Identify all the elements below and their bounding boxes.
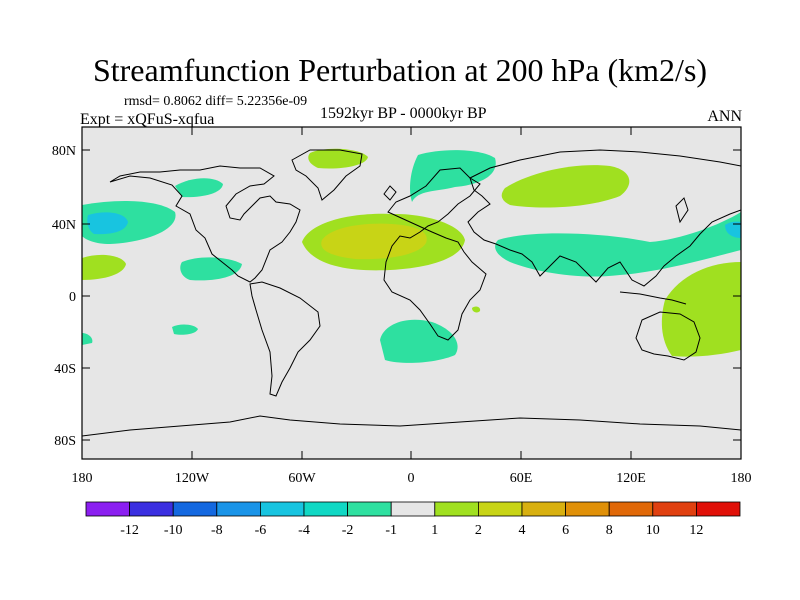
experiment-label: Expt = xQFuS-xqfua <box>80 111 215 128</box>
colorbar-label: 1 <box>431 523 438 538</box>
stats-label: rmsd= 0.8062 diff= 5.22356e-09 <box>124 94 308 109</box>
field-greenland <box>308 148 368 169</box>
field-australia <box>661 262 741 357</box>
field-n-atlantic-core <box>321 223 427 260</box>
field-e-pacific <box>82 254 126 280</box>
colorbar-swatch <box>216 501 261 517</box>
colorbar-swatch <box>390 501 436 517</box>
colorbar-swatch <box>434 501 479 517</box>
lat-label: 80S <box>54 434 76 449</box>
lat-label: 40N <box>52 218 76 233</box>
lat-labels: 80N 40N 0 40S 80S <box>52 144 76 449</box>
colorbar-label: 6 <box>562 523 569 538</box>
plot-title: Streamfunction Perturbation at 200 hPa (… <box>92 52 708 88</box>
lon-label: 60E <box>510 471 533 486</box>
lat-ticks <box>82 149 741 441</box>
colorbar-label: -10 <box>164 523 183 538</box>
field-scandinavia <box>410 150 496 202</box>
lon-label: 0 <box>408 471 415 486</box>
colorbar <box>85 501 741 517</box>
colorbar-swatch <box>85 501 130 517</box>
lon-ticks <box>191 127 632 459</box>
field-s-pacific <box>172 324 198 335</box>
colorbar-label: -12 <box>120 523 139 538</box>
lon-label: 180 <box>731 471 752 486</box>
colorbar-label: -2 <box>342 523 354 538</box>
colorbar-label: 8 <box>606 523 613 538</box>
perturbation-fields <box>82 148 741 437</box>
field-central-asia <box>501 165 630 208</box>
lat-label: 80N <box>52 144 76 159</box>
colorbar-swatch <box>608 501 654 517</box>
colorbar-swatch <box>652 501 697 517</box>
colorbar-swatch <box>259 501 305 517</box>
lon-label: 180 <box>72 471 93 486</box>
lon-label: 120E <box>616 471 646 486</box>
colorbar-label: -6 <box>255 523 267 538</box>
season-label: ANN <box>707 108 742 125</box>
lat-label: 0 <box>69 290 76 305</box>
colorbar-swatch <box>172 501 218 517</box>
field-s-pacific-edge <box>82 333 93 345</box>
colorbar-swatch <box>347 501 392 517</box>
field-canada <box>175 178 223 198</box>
field-w-pacific-core <box>725 221 741 238</box>
colorbar-swatch <box>521 501 566 517</box>
lon-label: 120W <box>175 471 210 486</box>
colorbar-label: -4 <box>298 523 310 538</box>
period-label: 1592kyr BP - 0000kyr BP <box>320 105 487 122</box>
colorbar-labels: -12 -10 -8 -6 -4 -2 -1 1 2 4 6 8 10 12 <box>120 523 703 538</box>
colorbar-swatch <box>303 501 348 517</box>
lat-label: 40S <box>54 362 76 377</box>
colorbar-swatch <box>565 501 610 517</box>
field-s-atlantic <box>380 319 458 363</box>
colorbar-label: -8 <box>211 523 223 538</box>
colorbar-label: -1 <box>385 523 397 538</box>
field-n-pacific-core <box>87 212 128 235</box>
colorbar-swatch <box>477 501 523 517</box>
colorbar-label: 4 <box>519 523 526 538</box>
colorbar-swatch <box>696 501 741 517</box>
colorbar-swatch <box>129 501 174 517</box>
coastlines <box>82 149 741 437</box>
colorbar-label: 12 <box>689 523 703 538</box>
field-asia <box>495 212 741 277</box>
lon-labels: 180 120W 60W 0 60E 120E 180 <box>72 471 752 486</box>
colorbar-label: 10 <box>646 523 660 538</box>
lon-label: 60W <box>288 471 316 486</box>
colorbar-label: 2 <box>475 523 482 538</box>
field-madagascar <box>472 306 481 313</box>
field-mexico <box>180 257 242 281</box>
